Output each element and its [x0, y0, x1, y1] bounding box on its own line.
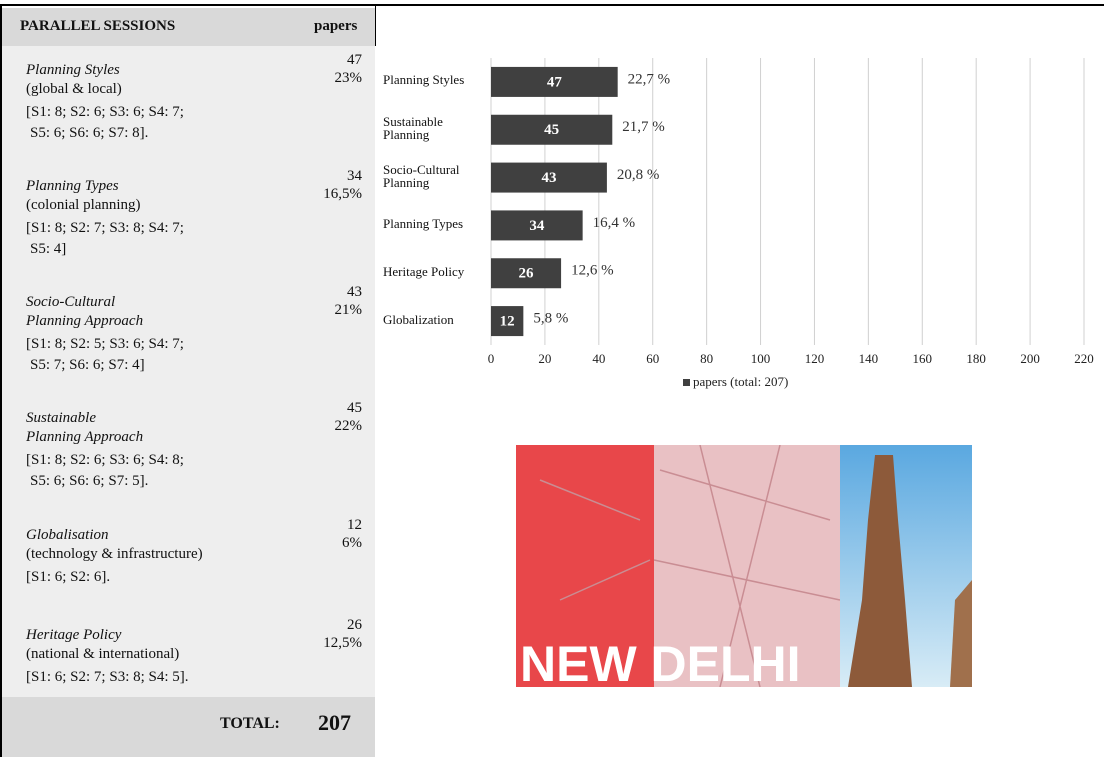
row-subtitle: (technology & infrastructure)	[26, 546, 203, 563]
row-detail: S5: 6; S6: 6; S7: 8].	[30, 125, 148, 142]
row-detail: [S1: 6; S2: 6].	[26, 569, 110, 586]
row-percent: 12,5%	[323, 635, 362, 652]
x-tick-label: 40	[592, 351, 605, 366]
bar-value-label: 12	[500, 314, 515, 330]
bar-percent-label: 16,4 %	[593, 215, 636, 231]
row-subtitle: (national & international)	[26, 646, 179, 663]
bar-percent-label: 12,6 %	[571, 263, 614, 279]
x-tick-label: 160	[913, 351, 933, 366]
row-title: Globalisation	[26, 527, 109, 544]
row-title: Planning Styles	[26, 62, 120, 79]
row-detail: S5: 6; S6: 6; S7: 5].	[30, 473, 148, 490]
row-title: Planning Approach	[26, 313, 143, 330]
bar-percent-label: 5,8 %	[533, 311, 568, 327]
bar-value-label: 47	[547, 74, 563, 90]
row-title: Heritage Policy	[26, 627, 121, 644]
x-tick-label: 60	[646, 351, 659, 366]
row-percent: 22%	[335, 418, 363, 435]
row-detail: S5: 4]	[30, 241, 66, 258]
row-detail: [S1: 8; S2: 6; S3: 6; S4: 7;	[26, 104, 184, 121]
bar-value-label: 34	[529, 218, 545, 234]
row-count: 12	[347, 517, 362, 534]
y-tick-label: Heritage Policy	[383, 265, 485, 278]
row-percent: 23%	[335, 70, 363, 87]
x-tick-label: 20	[538, 351, 551, 366]
row-percent: 16,5%	[323, 186, 362, 203]
row-detail: S5: 7; S6: 6; S7: 4]	[30, 357, 145, 374]
row-detail: [S1: 8; S2: 6; S3: 6; S4: 8;	[26, 452, 184, 469]
bar-percent-label: 20,8 %	[617, 167, 660, 183]
row-title: Socio-Cultural	[26, 294, 115, 311]
bar-value-label: 45	[544, 122, 559, 138]
row-subtitle: (global & local)	[26, 81, 122, 98]
bar-percent-label: 22,7 %	[628, 71, 671, 87]
row-title: Sustainable	[26, 410, 96, 427]
row-title: Planning Approach	[26, 429, 143, 446]
row-count: 47	[347, 52, 362, 69]
photo: NEW DELHI	[516, 445, 972, 692]
legend-swatch	[683, 379, 690, 386]
row-title: Planning Types	[26, 178, 119, 195]
x-tick-label: 80	[700, 351, 713, 366]
legend-label: papers (total: 207)	[693, 374, 788, 389]
row-detail: [S1: 8; S2: 7; S3: 8; S4: 7;	[26, 220, 184, 237]
x-tick-label: 180	[966, 351, 986, 366]
row-percent: 6%	[342, 535, 362, 552]
y-tick-label: Planning Styles	[383, 73, 485, 86]
x-tick-label: 120	[805, 351, 825, 366]
y-tick-label: Sustainable Planning	[383, 115, 485, 141]
y-tick-label: Globalization	[383, 313, 485, 326]
page: PARALLEL SESSIONS papers TOTAL: 207 NEW …	[0, 0, 1104, 757]
bar-percent-label: 21,7 %	[622, 119, 665, 135]
row-subtitle: (colonial planning)	[26, 197, 141, 214]
row-detail: [S1: 8; S2: 5; S3: 6; S4: 7;	[26, 336, 184, 353]
x-tick-label: 0	[488, 351, 495, 366]
x-tick-label: 100	[751, 351, 771, 366]
x-tick-label: 140	[859, 351, 879, 366]
row-detail: [S1: 6; S2: 7; S3: 8; S4: 5].	[26, 669, 189, 686]
x-tick-label: 220	[1074, 351, 1094, 366]
bar-value-label: 43	[541, 170, 556, 186]
x-tick-label: 200	[1020, 351, 1040, 366]
bar-value-label: 26	[519, 266, 535, 282]
y-tick-label: Planning Types	[383, 217, 485, 230]
row-percent: 21%	[335, 302, 363, 319]
row-count: 43	[347, 284, 362, 301]
y-tick-label: Socio-Cultural Planning	[383, 163, 485, 189]
row-count: 45	[347, 400, 362, 417]
photo-caption: NEW DELHI	[520, 636, 801, 692]
row-count: 34	[347, 168, 362, 185]
row-count: 26	[347, 617, 362, 634]
